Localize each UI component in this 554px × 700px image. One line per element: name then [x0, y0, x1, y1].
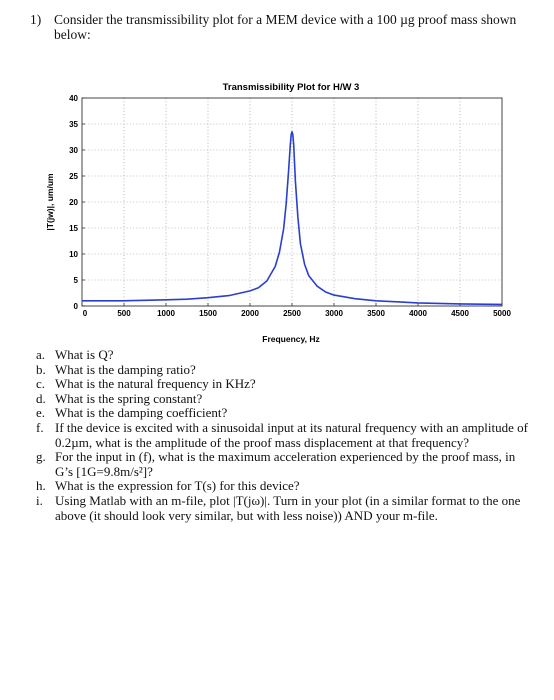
- question-letter: g.: [36, 449, 46, 465]
- x-tick-label: 4500: [451, 309, 469, 318]
- question-item: e. What is the damping coefficient?: [36, 406, 536, 421]
- x-tick-label: 2000: [241, 309, 259, 318]
- y-tick-label: 10: [69, 250, 78, 259]
- y-tick-label: 15: [69, 224, 78, 233]
- y-tick-label: 40: [69, 94, 78, 103]
- question-text: For the input in (f), what is the maximu…: [55, 449, 516, 479]
- x-tick-label: 0: [83, 309, 88, 318]
- question-item: c. What is the natural frequency in KHz?: [36, 376, 536, 392]
- problem-number: 1): [30, 12, 42, 27]
- chart-title: Transmissibility Plot for H/W 3: [223, 82, 360, 93]
- question-item: f. If the device is excited with a sinuso…: [36, 419, 536, 450]
- question-text: If the device is excited with a sinusoid…: [55, 419, 528, 450]
- x-tick-label: 2500: [283, 309, 301, 318]
- chart-ticks: 0 500 1000 1500 2000 2500 3000 3500 4000 4500 5000…: [69, 94, 511, 318]
- question-text: What is the expression for T(s) for this…: [55, 478, 300, 494]
- problem-statement: Consider the transmissibility plot for a…: [54, 12, 517, 42]
- x-tick-label: 3000: [325, 309, 343, 318]
- transmissibility-series-line: [82, 130, 503, 306]
- question-letter: i.: [36, 492, 43, 508]
- question-item: g. For the input in (f), what is the maxi…: [36, 449, 536, 479]
- y-tick-label: 35: [69, 120, 78, 129]
- question-text: What is the natural frequency in KHz?: [55, 376, 256, 392]
- y-axis-label: |T(jw)|, um/um: [45, 173, 55, 231]
- x-tick-label: 1500: [199, 309, 217, 318]
- x-tick-label: 1000: [157, 309, 175, 318]
- question-letter: f.: [36, 419, 44, 435]
- x-tick-label: 4000: [409, 309, 427, 318]
- question-letter: b.: [36, 361, 46, 377]
- y-tick-label: 5: [74, 276, 79, 285]
- chart-grid: [81, 97, 503, 307]
- question-text: What is the damping coefficient?: [55, 405, 228, 421]
- x-axis-label: Frequency, Hz: [262, 334, 319, 344]
- question-item: d. What is the spring constant?: [36, 390, 536, 407]
- question-letter: a.: [36, 347, 46, 362]
- y-tick-label: 0: [74, 302, 79, 311]
- question-item: h. What is the expression for T(s) for th…: [36, 479, 536, 494]
- x-tick-label: 5000: [493, 309, 511, 318]
- question-letter: c.: [36, 376, 46, 392]
- chart-series: [82, 130, 503, 306]
- question-item: a. What is Q?: [36, 347, 536, 363]
- transmissibility-chart: Transmissibility Plot for H/W 3 0 500 1000…: [45, 82, 511, 344]
- y-tick-label: 25: [69, 172, 78, 181]
- question-list: a. What is Q? b. What is the damping ratio…: [36, 347, 536, 523]
- question-letter: h.: [36, 478, 46, 494]
- x-tick-label: 500: [117, 309, 131, 318]
- question-text: What is the spring constant?: [55, 390, 203, 406]
- question-item: i. Using Matlab with an m-file, plot |T(j…: [36, 492, 536, 523]
- y-tick-label: 20: [69, 198, 78, 207]
- question-item: b. What is the damping ratio?: [36, 361, 536, 378]
- question-letter: d.: [36, 390, 46, 406]
- question-text: Using Matlab with an m-file, plot |T(jω)…: [55, 492, 521, 523]
- question-text: What is the damping ratio?: [55, 361, 196, 377]
- question-letter: e.: [36, 405, 46, 421]
- x-tick-label: 3500: [367, 309, 385, 318]
- y-tick-label: 30: [69, 146, 78, 155]
- question-text: What is Q?: [55, 347, 114, 362]
